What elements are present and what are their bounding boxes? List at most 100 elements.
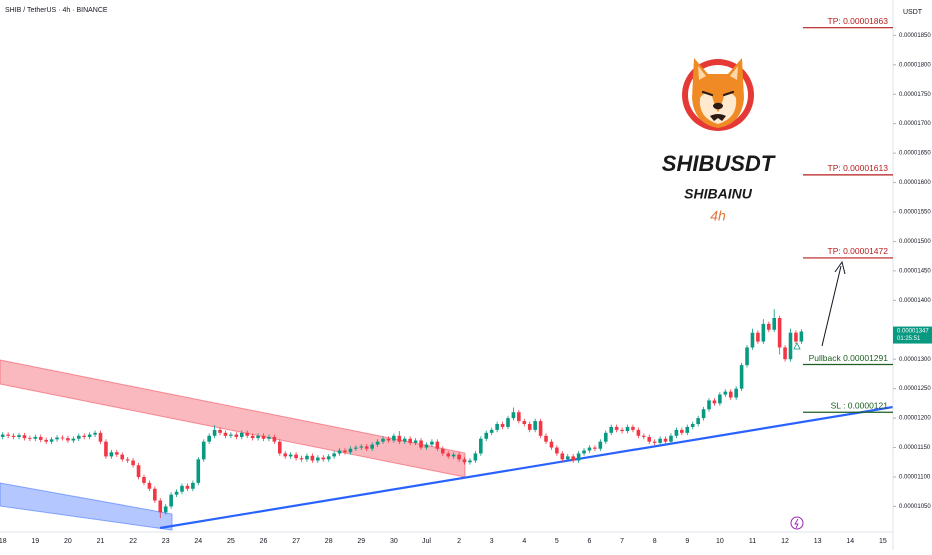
candle-body <box>370 444 374 449</box>
candle-body <box>794 332 798 342</box>
y-tick-label: 0.00001500 <box>899 239 931 245</box>
x-tick-label: 18 <box>0 538 7 545</box>
candle-body <box>707 400 711 410</box>
candle-body <box>104 441 108 457</box>
candle-body <box>424 444 429 448</box>
x-tick-label: 26 <box>260 538 268 545</box>
candle-body <box>6 434 10 436</box>
x-tick-label: 15 <box>879 538 887 545</box>
candle-body <box>701 409 706 419</box>
x-tick-label: 21 <box>97 538 105 545</box>
trend-line <box>159 405 894 530</box>
candle-body <box>375 441 380 445</box>
candle-body <box>614 426 619 430</box>
candle-body <box>212 429 217 436</box>
candle-body <box>745 347 749 366</box>
candle-body <box>261 435 266 439</box>
y-tick-label: 0.00001650 <box>899 151 931 157</box>
candle-body <box>739 365 744 389</box>
countdown: 01:25:51 <box>897 336 921 342</box>
x-tick-label: 4 <box>522 538 526 545</box>
coin-name: SHIBAINU <box>684 186 753 202</box>
x-tick-label: 7 <box>620 538 624 545</box>
candle-body <box>239 432 244 437</box>
symbol: SHIBUSDT <box>662 151 776 176</box>
candle-body <box>663 438 668 442</box>
candle-body <box>218 429 222 433</box>
candle-body <box>571 456 575 461</box>
candle-body <box>527 424 532 430</box>
candle-body <box>538 421 543 436</box>
candle-body <box>364 446 369 449</box>
candle-body <box>82 435 87 437</box>
timeframe: 4h <box>710 208 726 224</box>
candle-body <box>28 438 32 439</box>
candle-body <box>408 438 412 443</box>
candle-body <box>196 459 201 483</box>
y-tick-label: 0.00001600 <box>899 180 931 186</box>
candle-body <box>756 332 760 342</box>
y-tick-label: 0.00001300 <box>899 357 931 363</box>
y-tick-label: 0.00001200 <box>899 416 931 422</box>
candle-body <box>44 439 48 442</box>
event-bolt <box>794 518 799 529</box>
x-tick-label: 9 <box>685 538 689 545</box>
candle-body <box>142 477 146 483</box>
candle-body <box>544 435 548 442</box>
candle-body <box>359 446 364 448</box>
x-tick-label: 11 <box>749 538 756 545</box>
candle-body <box>207 435 211 442</box>
candle-body <box>723 391 728 395</box>
candle-body <box>636 429 641 436</box>
candle-body <box>620 429 624 432</box>
candle-body <box>598 441 603 449</box>
candle-body <box>17 435 21 437</box>
candle-body <box>283 453 288 457</box>
last-price-label: 0.00001347 <box>897 329 929 335</box>
chart-title: SHIB / TetherUS · 4h · BINANCE <box>5 7 108 14</box>
level-label: TP: 0.00001613 <box>828 163 889 173</box>
candle-body <box>76 435 81 439</box>
candle-body <box>250 435 255 439</box>
candle-body <box>348 448 353 453</box>
x-tick-label: 10 <box>716 538 724 545</box>
last-price-tag <box>893 326 932 344</box>
candle-body <box>343 450 347 453</box>
level-label: TP: 0.00001863 <box>828 16 889 26</box>
candle-body <box>783 347 787 360</box>
x-tick-label: 29 <box>357 538 365 545</box>
candle-body <box>734 388 738 398</box>
candle-body <box>565 456 570 460</box>
candle-body <box>147 482 152 489</box>
candle-body <box>98 432 103 442</box>
candle-body <box>576 453 581 461</box>
candle-body <box>310 455 315 461</box>
candle-body <box>288 454 293 457</box>
candle-body <box>489 429 494 433</box>
y-tick-label: 0.00001700 <box>899 121 931 127</box>
candle-body <box>332 453 336 457</box>
candle-body <box>413 440 418 443</box>
y-tick-label: 0.00001150 <box>899 445 931 451</box>
candle-body <box>354 447 358 449</box>
candle-body <box>38 436 43 440</box>
logo <box>682 58 754 131</box>
candle-body <box>256 435 260 439</box>
candle-body <box>55 437 59 440</box>
candle-body <box>180 485 184 492</box>
candle-body <box>381 438 385 442</box>
candle-body <box>153 488 157 501</box>
candle-body <box>625 426 630 432</box>
candle-body <box>66 438 70 441</box>
x-tick-label: Jul <box>422 538 431 545</box>
y-tick-label: 0.00001400 <box>899 298 931 304</box>
candle-body <box>22 435 27 439</box>
candle-body <box>777 318 782 348</box>
candle-body <box>750 332 755 348</box>
candle-body <box>555 447 559 454</box>
candle-body <box>11 435 16 437</box>
candle-body <box>451 454 456 457</box>
y-tick-label: 0.00001750 <box>899 92 931 98</box>
candle-body <box>522 421 527 424</box>
